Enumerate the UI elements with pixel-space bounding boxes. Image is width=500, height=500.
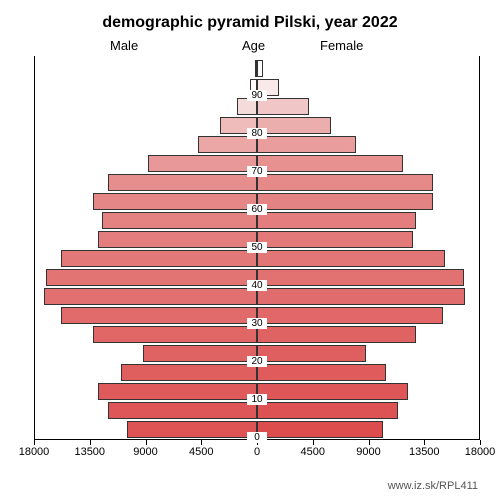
x-tick-label: 18000 <box>465 446 496 458</box>
age-tick-label: 10 <box>247 394 267 405</box>
x-tick-mark <box>369 440 370 445</box>
x-tick-label: 9000 <box>133 446 157 458</box>
x-tick-label: 13500 <box>409 446 440 458</box>
age-tick-label: 0 <box>247 432 267 443</box>
x-tick-label: 4500 <box>301 446 325 458</box>
female-label: Female <box>320 38 363 53</box>
pyramid-chart: demographic pyramid Pilski, year 2022 Ma… <box>0 0 500 500</box>
x-tick-mark <box>313 440 314 445</box>
attribution-text: www.iz.sk/RPL411 <box>388 480 478 492</box>
x-tick-mark <box>90 440 91 445</box>
age-tick-label: 60 <box>247 204 267 215</box>
x-tick-mark <box>201 440 202 445</box>
x-tick-mark <box>424 440 425 445</box>
age-tick-label: 90 <box>247 90 267 101</box>
x-tick-label: 0 <box>254 446 260 458</box>
age-tick-label: 70 <box>247 166 267 177</box>
x-tick-label: 4500 <box>189 446 213 458</box>
age-label: Age <box>242 38 265 53</box>
x-tick-label: 9000 <box>356 446 380 458</box>
age-tick-label: 50 <box>247 242 267 253</box>
x-tick-mark <box>146 440 147 445</box>
age-tick-label: 20 <box>247 356 267 367</box>
age-tick-label: 30 <box>247 318 267 329</box>
male-label: Male <box>110 38 138 53</box>
plot-area: 0102030405060708090 18000135009000450004… <box>34 56 480 440</box>
x-tick-label: 18000 <box>19 446 50 458</box>
age-tick-label: 40 <box>247 280 267 291</box>
x-tick-mark <box>480 440 481 445</box>
age-tick-label: 80 <box>247 128 267 139</box>
x-tick-label: 13500 <box>74 446 105 458</box>
chart-title: demographic pyramid Pilski, year 2022 <box>0 14 500 32</box>
x-tick-mark <box>34 440 35 445</box>
